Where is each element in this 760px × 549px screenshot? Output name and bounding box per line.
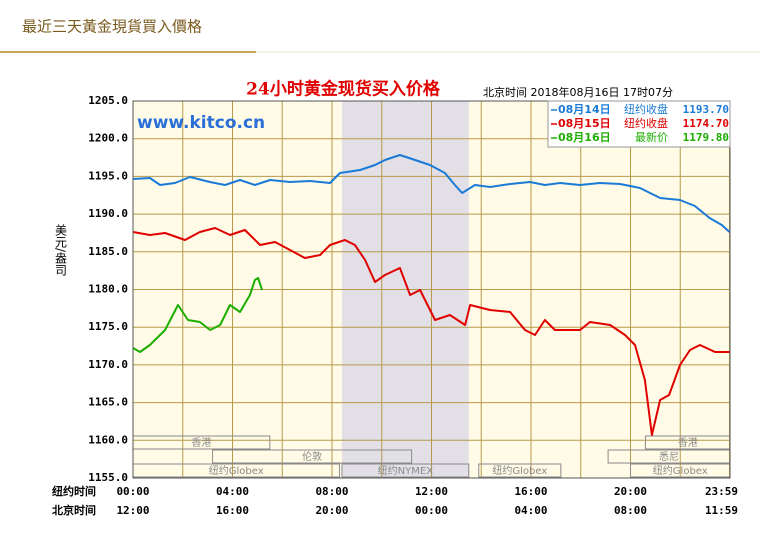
session-box — [212, 449, 413, 464]
session-label: 香港 — [678, 437, 698, 449]
x-tick-label-secondary: 20:00 — [315, 504, 348, 517]
y-tick-label: 1160.0 — [88, 433, 128, 446]
x-tick-label: 04:00 — [216, 485, 249, 498]
x-tick-label: 23:59 — [705, 485, 738, 498]
legend-name: 08月14日 — [558, 103, 611, 116]
legend-label: 纽约收盘 — [624, 116, 668, 130]
x-tick-label-secondary: 04:00 — [514, 504, 547, 517]
session-label: 纽约Globex — [209, 464, 264, 477]
y-axis-label: 美元/盎司 — [54, 224, 68, 276]
y-tick-label: 1190.0 — [88, 207, 128, 220]
legend-value: 1179.80 — [683, 131, 729, 144]
plot-border — [132, 100, 731, 479]
session-label: 纽约NYMEX — [378, 464, 434, 477]
y-tick-label: 1205.0 — [88, 94, 128, 107]
x-tick-label: 08:00 — [315, 485, 348, 498]
legend-label: 纽约收盘 — [624, 102, 668, 116]
legend-name: 08月16日 — [558, 131, 611, 144]
x-tick-label: 20:00 — [614, 485, 647, 498]
y-tick-label: 1170.0 — [88, 358, 128, 371]
session-label: 香港 — [191, 437, 211, 449]
y-tick-label: 1200.0 — [88, 132, 128, 145]
x-tick-label-secondary: 11:59 — [705, 504, 738, 517]
y-tick-label: 1165.0 — [88, 396, 128, 409]
legend-value: 1193.70 — [683, 103, 729, 116]
chart-subtitle: 北京时间 2018年08月16日 17时07分 — [483, 85, 673, 99]
session-label: 悉尼 — [659, 451, 679, 463]
x-tick-label-secondary: 08:00 — [614, 504, 647, 517]
x-tick-label: 12:00 — [415, 485, 448, 498]
x-tick-label-secondary: 12:00 — [116, 504, 149, 517]
legend-box — [547, 100, 731, 148]
chart: 1155.0 1160.0 1165.0 1170.0 1175.0 1180.0 1185… — [52, 79, 738, 518]
watermark: www.kitco.cn — [137, 113, 265, 133]
y-tick-label: 1155.0 — [88, 471, 128, 484]
x-tick-label-secondary: 16:00 — [216, 504, 249, 517]
price-line — [132, 277, 264, 353]
legend-value: 1174.70 — [683, 117, 729, 130]
session-box — [478, 463, 562, 478]
session-box — [341, 463, 470, 478]
chart-title: 24小时黄金现货买入价格 — [246, 79, 441, 100]
price-line — [132, 227, 730, 436]
x-tick-label: 00:00 — [116, 485, 149, 498]
y-tick-label: 1175.0 — [88, 320, 128, 333]
x-row-label: 北京时间 — [52, 503, 96, 517]
header-title: 最近三天黃金現貨買入價格 — [22, 18, 202, 36]
x-tick-label-secondary: 00:00 — [415, 504, 448, 517]
legend-name: 08月15日 — [558, 117, 611, 130]
session-label: 纽约Globex — [492, 464, 547, 477]
x-tick-label: 16:00 — [514, 485, 547, 498]
y-tick-label: 1185.0 — [88, 245, 128, 258]
x-row-label: 纽约时间 — [52, 484, 96, 498]
y-tick-label: 1195.0 — [88, 169, 128, 182]
session-label: 伦敦 — [302, 450, 322, 463]
session-label: 纽约Globex — [653, 464, 708, 477]
y-tick-label: 1180.0 — [88, 283, 128, 296]
legend-label: 最新价 — [635, 130, 668, 144]
price-line — [132, 154, 731, 233]
